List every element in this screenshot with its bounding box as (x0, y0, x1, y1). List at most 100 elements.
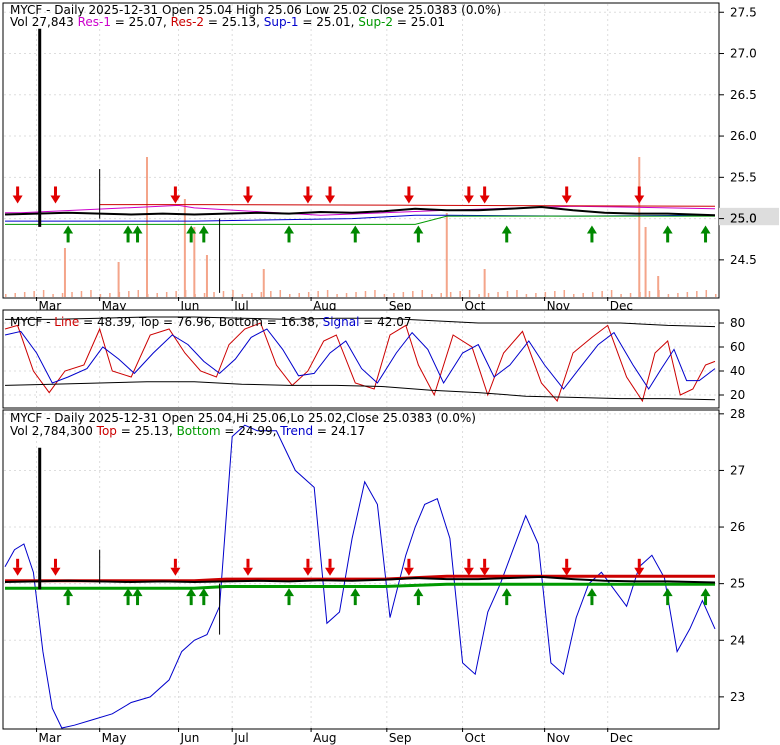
buy-signal-arrow (284, 225, 294, 234)
sell-signal-arrow (325, 567, 336, 576)
sell-signal-arrow-shaft (173, 186, 177, 196)
volume-bar (412, 291, 414, 297)
stochastic-legend-part: = 16.38, (263, 315, 323, 329)
trend-legend-part: Trend (279, 424, 313, 438)
buy-signal-arrow-shaft (202, 596, 206, 606)
volume-bar (175, 291, 177, 297)
volume-bar (535, 293, 537, 297)
stochastic-panel-marks (4, 316, 716, 403)
sell-signal-arrow-shaft (173, 558, 177, 568)
sell-signal-arrow (561, 195, 572, 204)
sell-signal-arrow-shaft (565, 186, 569, 196)
volume-bar (677, 293, 679, 297)
buy-signal-arrow-shaft (66, 596, 70, 606)
volume-bar (90, 290, 92, 297)
price-legend-part: Res-2 (171, 15, 204, 29)
buy-signal-arrow (186, 588, 197, 597)
price-panel-marks: 25.0 (4, 28, 779, 297)
buy-signal-arrow-shaft (416, 596, 420, 606)
price-legend-part: = 25.01 (393, 15, 445, 29)
buy-signal-arrow (350, 225, 361, 234)
volume-bar (289, 294, 291, 297)
y-tick-label: 25 (730, 577, 745, 591)
buy-signal-arrow (63, 588, 74, 597)
price-legend-part: = 25.07, (111, 15, 171, 29)
trend-panel-frame (2, 409, 720, 730)
volume-bar (525, 294, 528, 297)
y-tick-label: 60 (730, 340, 745, 354)
buy-signal-arrow-shaft (353, 233, 357, 243)
volume-bar (61, 293, 64, 297)
sell-signal-arrow (634, 195, 645, 204)
sell-signal-arrow-shaft (306, 186, 310, 196)
x-tick-label: Sep (389, 731, 412, 745)
volume-bar (336, 294, 338, 297)
volume-bar (232, 290, 234, 297)
trend-legend-part: Top (96, 424, 117, 438)
buy-signal-arrow-shaft (666, 596, 670, 606)
volume-bar (193, 227, 196, 297)
volume-bar (63, 248, 66, 297)
sell-signal-arrow (302, 567, 313, 576)
sell-signal-arrow-shaft (637, 186, 641, 196)
volume-bar (194, 294, 196, 297)
buy-signal-arrow-shaft (666, 233, 670, 243)
y-tick-label: 27 (730, 463, 745, 477)
stochastic-legend-part: Top (138, 315, 159, 329)
sell-signal-arrow (12, 567, 23, 576)
buy-signal-arrow (700, 588, 711, 597)
trend-panel-grid (4, 411, 718, 728)
volume-bar (165, 292, 168, 297)
volume-bar (71, 292, 73, 297)
volume-bar (601, 291, 603, 297)
volume-bar (42, 290, 45, 297)
price-legend-part: = 25.13, (204, 15, 264, 29)
volume-bar (147, 294, 149, 297)
buy-signal-arrow-shaft (287, 233, 291, 243)
stochastic-panel-grid (4, 311, 718, 407)
volume-bar (657, 276, 660, 297)
price-legend-part: Sup-1 (264, 15, 299, 29)
sell-signal-arrow (479, 567, 490, 576)
volume-bar (364, 291, 367, 297)
volume-bar (5, 294, 7, 297)
volume-bar (516, 290, 518, 297)
buy-signal-arrow (413, 225, 424, 234)
sell-signal-arrow-shaft (246, 186, 250, 196)
close-line (4, 575, 716, 584)
y-tick-label: 80 (730, 316, 745, 330)
buy-signal-arrow (700, 225, 711, 234)
volume-bar (506, 291, 509, 297)
buy-signal-arrow (586, 588, 597, 597)
volume-bar (582, 293, 584, 297)
sell-signal-arrow-shaft (246, 558, 250, 568)
volume-bar (317, 291, 319, 297)
volume-bar (80, 291, 83, 297)
buy-signal-arrow (413, 588, 424, 597)
trend-panel-marks (4, 424, 716, 729)
volume-bar (14, 293, 16, 297)
volume-bar (638, 157, 641, 297)
stochastic-legend-part: MYCF - (10, 315, 54, 329)
buy-signal-arrow (198, 225, 209, 234)
price-panel-legend: Vol 27,843 Res-1 = 25.07, Res-2 = 25.13,… (10, 15, 445, 29)
volume-bar (345, 293, 348, 297)
buy-signal-arrow-shaft (505, 233, 509, 243)
buy-signal-arrow-shaft (590, 233, 594, 243)
trend-panel-legend: Vol 2,784,300 Top = 25.13, Bottom = 24.9… (10, 424, 365, 438)
volume-bar (279, 290, 282, 297)
buy-signal-arrow (198, 588, 209, 597)
volume-bar (487, 293, 490, 297)
volume-bar (667, 294, 670, 297)
stochastic-legend-part: = 48.39, (79, 315, 139, 329)
volume-bar (431, 294, 433, 297)
volume-bar (383, 294, 386, 297)
buy-signal-arrow-shaft (136, 596, 140, 606)
series-line-res-2 (99, 204, 716, 207)
sell-signal-arrow (302, 195, 313, 204)
stochastic-panel-y-ticks: 80 60 40 20 (719, 316, 745, 402)
y-tick-label: 26.0 (730, 129, 757, 143)
trend-panel-title: MYCF - Daily 2025-12-31 Open 25.04,Hi 25… (10, 411, 476, 425)
volume-bar (421, 290, 424, 297)
sell-signal-arrow (50, 567, 61, 576)
